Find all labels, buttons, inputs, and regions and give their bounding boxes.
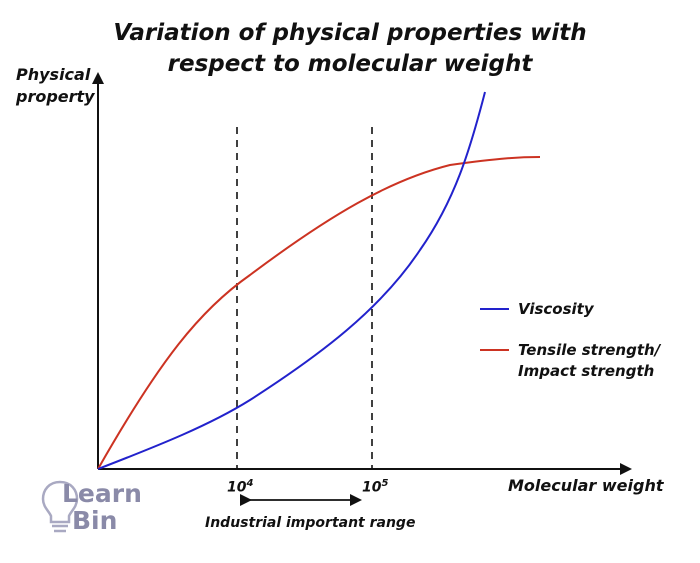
lightbulb-icon: [41, 480, 79, 533]
title-line-2: respect to molecular weight: [167, 51, 533, 77]
logo-text: Learn Bin: [62, 480, 142, 534]
learnbin-logo: Learn Bin: [40, 478, 160, 538]
title-line-1: Variation of physical properties with: [113, 20, 587, 46]
x-tick-10e5: 105: [362, 478, 388, 496]
legend-tensile-label-line-1: Tensile strength/: [518, 341, 661, 359]
logo-text-line-2: Bin: [72, 506, 118, 535]
industrial-range-label: Industrial important range: [205, 515, 416, 531]
x-tick-10e4: 104: [227, 478, 253, 496]
legend-tensile-label-line-2: Impact strength: [518, 362, 655, 380]
diagram-title: Variation of physical properties with re…: [0, 18, 700, 80]
tensile-strength-curve: [97, 156, 541, 470]
x-tick-10e5-base: 10: [362, 479, 382, 496]
x-axis-label: Molecular weight: [508, 476, 664, 495]
logo-text-line-1: Learn: [62, 479, 142, 508]
x-tick-10e4-exp: 4: [246, 478, 254, 489]
y-axis-label-line-1: Physical: [16, 65, 91, 84]
legend-tensile-label: Tensile strength/ Impact strength: [518, 340, 660, 382]
legend-viscosity-label: Viscosity: [518, 299, 594, 320]
legend-viscosity-label-line-1: Viscosity: [518, 300, 594, 318]
y-axis-label-line-2: property: [16, 87, 95, 106]
y-axis-label: Physical property: [16, 64, 95, 108]
x-tick-10e4-base: 10: [227, 479, 247, 496]
viscosity-curve: [97, 91, 486, 470]
x-tick-10e5-exp: 5: [381, 478, 389, 489]
